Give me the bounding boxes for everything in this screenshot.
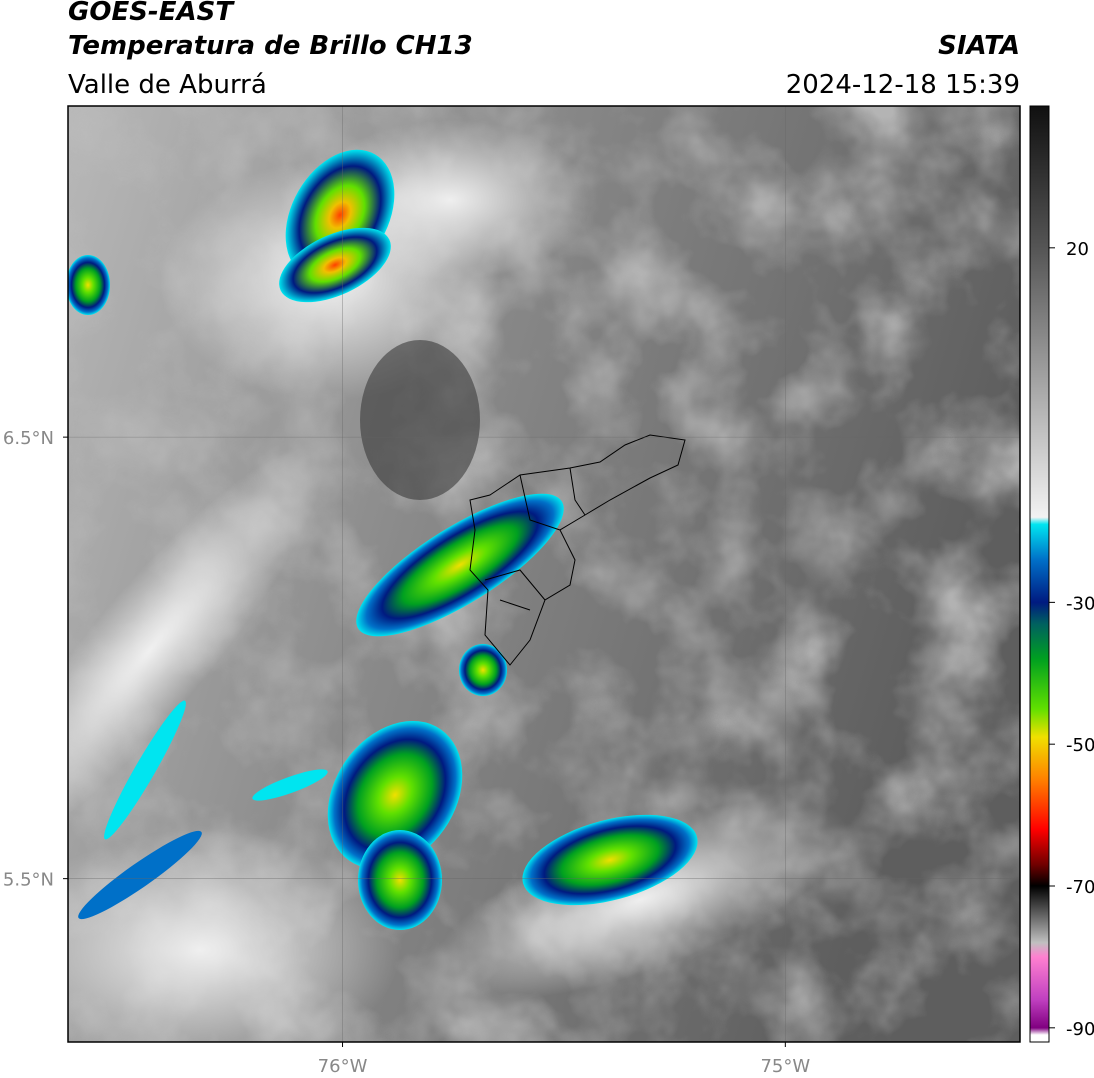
colorbar-tick-label: -30: [1066, 593, 1094, 614]
map-frame: [67, 105, 1021, 1043]
colorbar-tick-label: -90: [1066, 1019, 1094, 1040]
x-tick-label: 76°W: [318, 1056, 368, 1077]
y-tick-label: 5.5°N: [3, 870, 54, 891]
colorbar-tick-label: -50: [1066, 735, 1094, 756]
municipal-boundaries: [469, 434, 686, 666]
x-tick-label: 75°W: [760, 1056, 810, 1077]
subtitle: Temperatura de Brillo CH13: [68, 31, 473, 61]
timestamp: 2024-12-18 15:39: [786, 70, 1020, 100]
region: Valle de Aburrá: [68, 70, 267, 100]
title: GOES-EAST: [68, 0, 235, 27]
map-image: [68, 106, 1020, 1042]
colorbar: [1029, 105, 1050, 1043]
y-tick-label: 6.5°N: [3, 428, 54, 449]
colorbar-tick-label: 20: [1066, 239, 1089, 260]
source: SIATA: [938, 31, 1020, 61]
colorbar-tick-label: -70: [1066, 877, 1094, 898]
convective-cells: [68, 149, 698, 930]
